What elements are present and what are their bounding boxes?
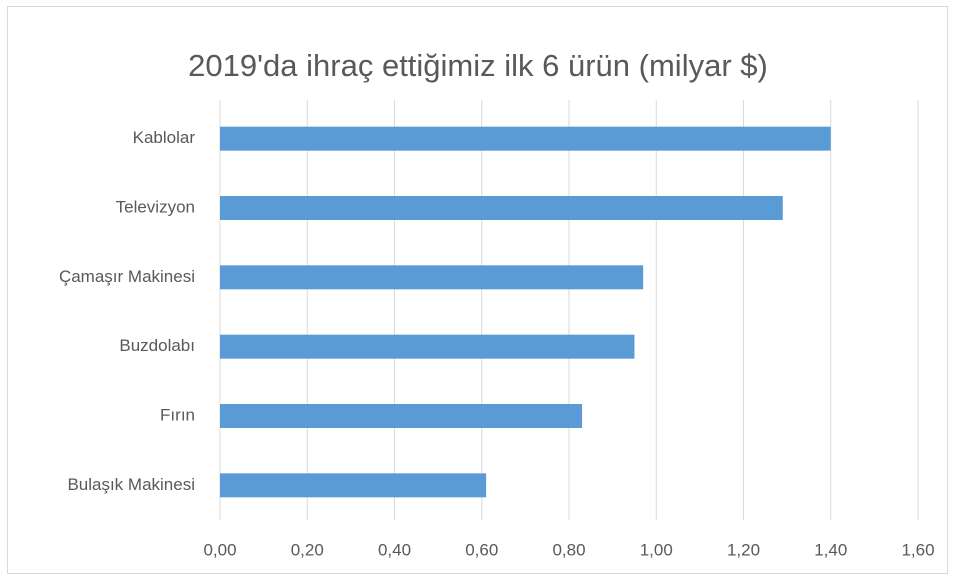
x-tick-label: 0,60 [465, 540, 498, 559]
x-tick-label: 0,00 [203, 540, 236, 559]
x-tick-label: 1,20 [727, 540, 760, 559]
y-tick-label: Bulaşık Makinesi [67, 475, 195, 494]
y-tick-label: Fırın [160, 405, 195, 424]
bar [220, 265, 644, 290]
x-tick-label: 0,80 [552, 540, 585, 559]
bar [220, 473, 487, 498]
x-tick-label: 1,60 [901, 540, 934, 559]
chart-title: 2019'da ihraç ettiğimiz ilk 6 ürün (mily… [188, 48, 768, 83]
x-tick-label: 1,40 [814, 540, 847, 559]
y-tick-label: Çamaşır Makinesi [59, 267, 195, 286]
y-tick-label: Televizyon [116, 197, 195, 216]
x-tick-label: 0,40 [378, 540, 411, 559]
y-tick-label: Kablolar [133, 128, 196, 147]
y-tick-label: Buzdolabı [119, 336, 195, 355]
bar [220, 196, 783, 220]
x-tick-label: 1,00 [640, 540, 673, 559]
bar [220, 126, 831, 151]
x-tick-label: 0,20 [291, 540, 324, 559]
bar [220, 404, 583, 428]
bar [220, 334, 635, 359]
